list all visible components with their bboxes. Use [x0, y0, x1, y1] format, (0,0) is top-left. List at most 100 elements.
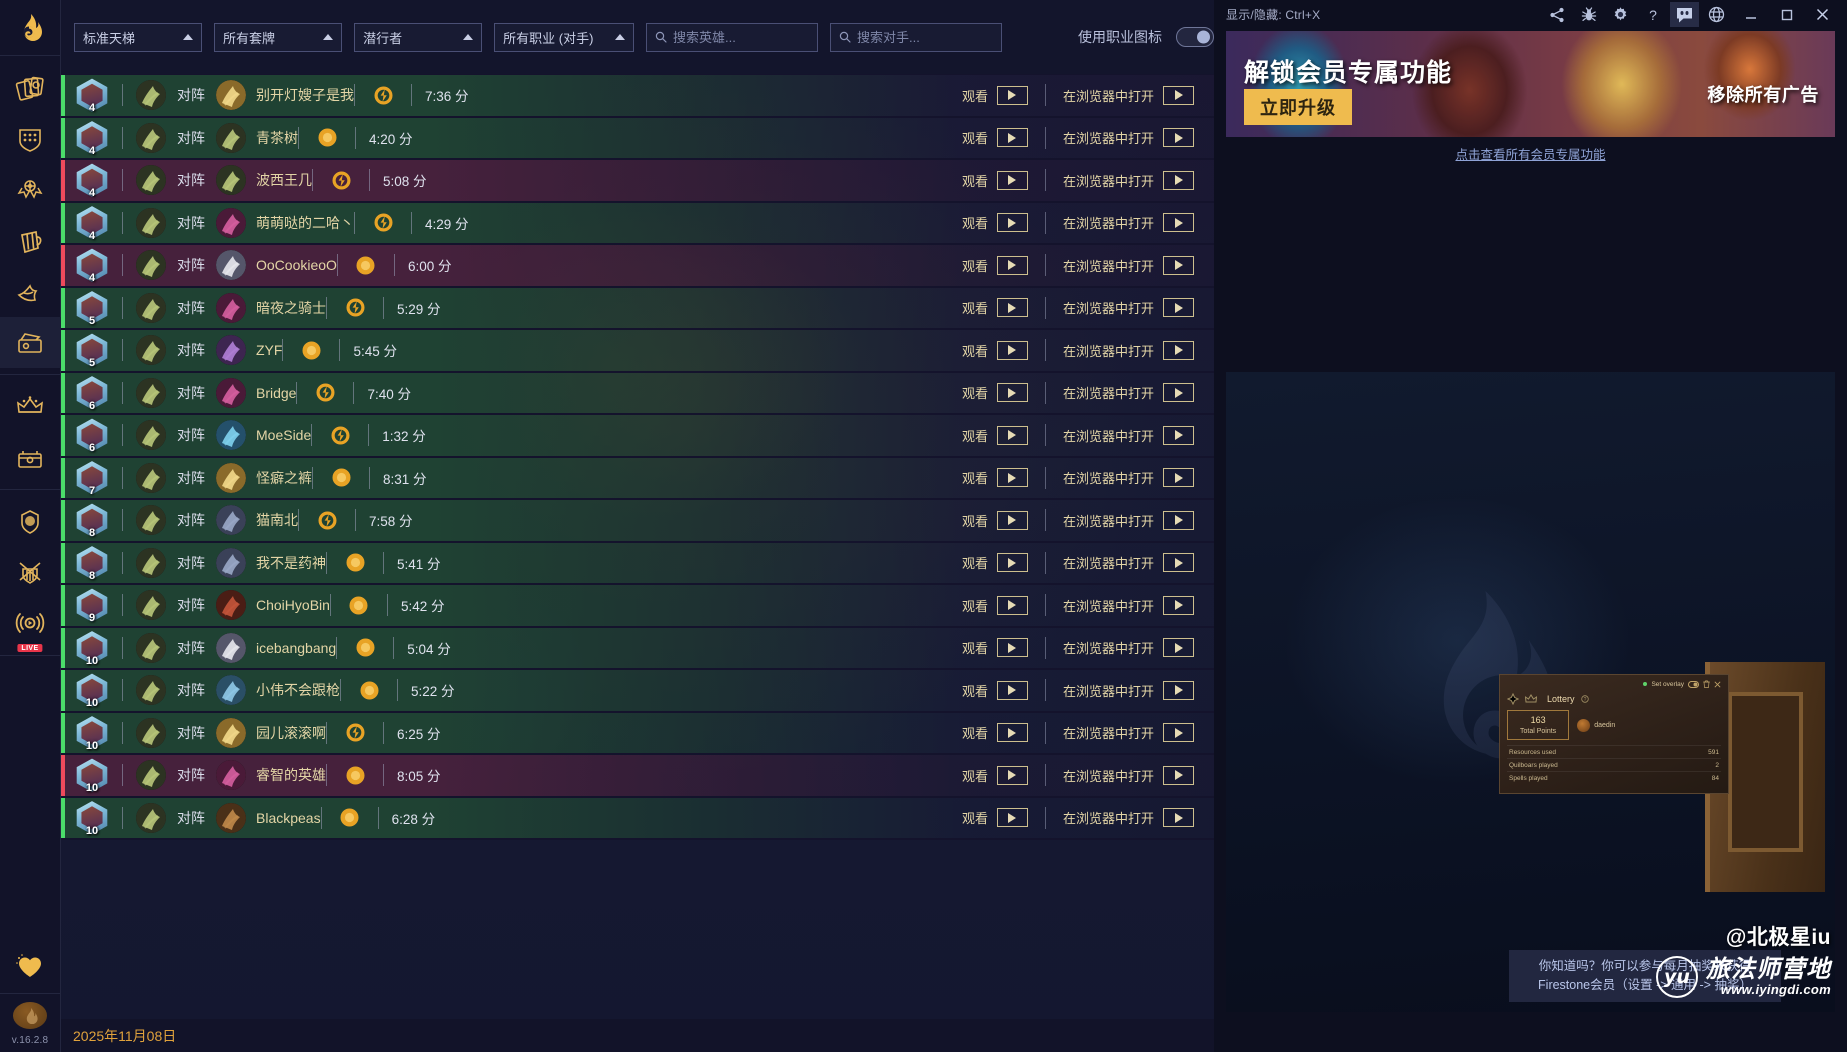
search-hero-input[interactable]: [672, 29, 849, 45]
open-in-browser-action[interactable]: 在浏览器中打开: [1063, 170, 1194, 190]
sidebar-item-collection[interactable]: [0, 113, 61, 164]
open-in-browser-action[interactable]: 在浏览器中打开: [1063, 425, 1194, 445]
open-in-browser-action[interactable]: 在浏览器中打开: [1063, 85, 1194, 105]
table-row[interactable]: 4 对阵 OoCookieoO 6:00 分 观看 在浏览器中打开: [61, 245, 1214, 288]
opponent-class-dropdown[interactable]: 所有职业 (对手): [494, 22, 634, 52]
open-browser-play-button[interactable]: [1163, 680, 1194, 700]
sidebar-item-support[interactable]: [0, 939, 61, 993]
info-icon[interactable]: ?: [1580, 695, 1589, 703]
watch-play-button[interactable]: [996, 255, 1028, 275]
sidebar-item-replays[interactable]: [0, 317, 61, 368]
open-browser-play-button[interactable]: [1163, 425, 1194, 445]
open-in-browser-action[interactable]: 在浏览器中打开: [1063, 638, 1194, 658]
open-browser-play-button[interactable]: [1163, 128, 1194, 148]
open-in-browser-action[interactable]: 在浏览器中打开: [1063, 595, 1194, 615]
open-browser-play-button[interactable]: [1163, 170, 1194, 190]
lottery-tab-icon[interactable]: [1507, 693, 1519, 705]
watch-play-button[interactable]: [996, 595, 1028, 615]
open-in-browser-action[interactable]: 在浏览器中打开: [1063, 383, 1194, 403]
watch-play-button[interactable]: [996, 638, 1028, 658]
crown-tab-icon[interactable]: [1525, 694, 1537, 704]
open-in-browser-action[interactable]: 在浏览器中打开: [1063, 255, 1194, 275]
table-row[interactable]: 8 对阵 猫南北 7:58 分 观看 在浏览器中打开: [61, 500, 1214, 543]
open-browser-play-button[interactable]: [1163, 595, 1194, 615]
sidebar-item-mercenaries[interactable]: [0, 496, 61, 547]
watch-play-button[interactable]: [996, 723, 1028, 743]
open-in-browser-action[interactable]: 在浏览器中打开: [1063, 510, 1194, 530]
watch-replay-action[interactable]: 观看: [962, 510, 1028, 530]
open-in-browser-action[interactable]: 在浏览器中打开: [1063, 680, 1194, 700]
watch-replay-action[interactable]: 观看: [962, 85, 1028, 105]
watch-play-button[interactable]: [996, 340, 1028, 360]
help-button[interactable]: ?: [1638, 2, 1667, 27]
open-in-browser-action[interactable]: 在浏览器中打开: [1063, 298, 1194, 318]
promo-features-link[interactable]: 点击查看所有会员专属功能: [1455, 148, 1606, 162]
open-browser-play-button[interactable]: [1163, 255, 1194, 275]
trash-icon[interactable]: [1703, 680, 1710, 688]
sidebar-item-live[interactable]: LIVE: [0, 598, 61, 652]
watch-replay-action[interactable]: 观看: [962, 255, 1028, 275]
watch-replay-action[interactable]: 观看: [962, 383, 1028, 403]
open-browser-play-button[interactable]: [1163, 638, 1194, 658]
watch-replay-action[interactable]: 观看: [962, 170, 1028, 190]
watch-replay-action[interactable]: 观看: [962, 468, 1028, 488]
open-in-browser-action[interactable]: 在浏览器中打开: [1063, 468, 1194, 488]
watch-replay-action[interactable]: 观看: [962, 638, 1028, 658]
open-in-browser-action[interactable]: 在浏览器中打开: [1063, 723, 1194, 743]
watch-play-button[interactable]: [996, 383, 1028, 403]
minimize-button[interactable]: [1734, 2, 1767, 27]
watch-replay-action[interactable]: 观看: [962, 298, 1028, 318]
open-browser-play-button[interactable]: [1163, 383, 1194, 403]
watch-play-button[interactable]: [996, 425, 1028, 445]
lottery-overlay-widget[interactable]: Set overlay Lottery ? 163 Total Points: [1499, 674, 1729, 794]
watch-play-button[interactable]: [996, 85, 1028, 105]
open-in-browser-action[interactable]: 在浏览器中打开: [1063, 765, 1194, 785]
settings-button[interactable]: [1606, 2, 1635, 27]
watch-play-button[interactable]: [996, 765, 1028, 785]
open-in-browser-action[interactable]: 在浏览器中打开: [1063, 808, 1194, 828]
watch-play-button[interactable]: [996, 170, 1028, 190]
mode-dropdown[interactable]: 标准天梯: [74, 22, 203, 52]
watch-play-button[interactable]: [996, 510, 1028, 530]
watch-play-button[interactable]: [996, 808, 1028, 828]
avatar[interactable]: [13, 1002, 47, 1029]
watch-replay-action[interactable]: 观看: [962, 595, 1028, 615]
upgrade-now-button[interactable]: 立即升级: [1244, 89, 1352, 125]
sidebar-item-battlegrounds[interactable]: [0, 215, 61, 266]
watch-play-button[interactable]: [996, 298, 1028, 318]
search-opponent-input[interactable]: [856, 29, 1033, 45]
search-opponent-box[interactable]: [829, 22, 1033, 52]
sidebar-item-duels[interactable]: [0, 547, 61, 598]
open-browser-play-button[interactable]: [1163, 213, 1194, 233]
overlay-toggle-icon[interactable]: [1688, 680, 1699, 688]
table-row[interactable]: 4 对阵 波西王几 5:08 分 观看 在浏览器中打开: [61, 160, 1214, 203]
app-logo[interactable]: [0, 0, 61, 56]
watch-play-button[interactable]: [996, 553, 1028, 573]
table-row[interactable]: 10 对阵 icebangbang 5:04 分 观看 在浏览器中打开: [61, 627, 1214, 670]
table-row[interactable]: 6 对阵 MoeSide 1:32 分 观看 在浏览器中打开: [61, 415, 1214, 458]
table-row[interactable]: 4 对阵 萌萌哒的二哈丶 4:29 分 观看 在浏览器中打开: [61, 202, 1214, 245]
watch-replay-action[interactable]: 观看: [962, 808, 1028, 828]
open-browser-play-button[interactable]: [1163, 298, 1194, 318]
premium-promo-banner[interactable]: 解锁会员专属功能 立即升级 移除所有广告: [1226, 31, 1835, 137]
open-browser-play-button[interactable]: [1163, 723, 1194, 743]
class-icons-toggle[interactable]: [1175, 27, 1214, 47]
watch-play-button[interactable]: [996, 680, 1028, 700]
open-browser-play-button[interactable]: [1163, 510, 1194, 530]
watch-play-button[interactable]: [996, 213, 1028, 233]
watch-replay-action[interactable]: 观看: [962, 553, 1028, 573]
watch-replay-action[interactable]: 观看: [962, 425, 1028, 445]
table-row[interactable]: 7 对阵 怪癖之裤 8:31 分 观看 在浏览器中打开: [61, 457, 1214, 500]
bug-report-button[interactable]: [1574, 2, 1603, 27]
sidebar-item-arena[interactable]: [0, 266, 61, 317]
watch-replay-action[interactable]: 观看: [962, 340, 1028, 360]
share-button[interactable]: [1542, 2, 1571, 27]
table-row[interactable]: 5 对阵 暗夜之骑士 5:29 分 观看 在浏览器中打开: [61, 287, 1214, 330]
watch-play-button[interactable]: [996, 468, 1028, 488]
table-row[interactable]: 6 对阵 Bridge 7:40 分 观看 在浏览器中打开: [61, 372, 1214, 415]
sidebar-item-rewards[interactable]: [0, 432, 61, 483]
open-browser-play-button[interactable]: [1163, 340, 1194, 360]
open-browser-play-button[interactable]: [1163, 553, 1194, 573]
deck-dropdown[interactable]: 所有套牌: [214, 22, 343, 52]
